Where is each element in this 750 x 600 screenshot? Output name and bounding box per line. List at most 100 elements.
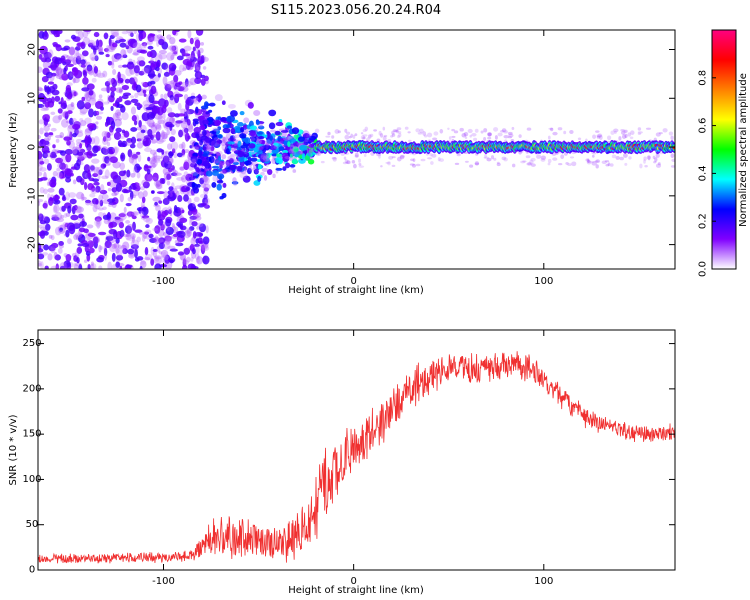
spectrogram-cell — [331, 135, 335, 139]
spectrogram-cell — [128, 58, 133, 63]
spectrogram-cell — [397, 130, 402, 134]
spectrogram-cell — [129, 143, 136, 149]
spectrogram-cell — [202, 236, 210, 245]
spectrogram-cell — [106, 131, 111, 139]
spectrogram-cell — [192, 212, 201, 219]
spectrogram-cell — [59, 227, 63, 232]
spectrogram-cell — [166, 34, 172, 40]
spectrogram-cell — [125, 233, 132, 240]
x-tick-label: 100 — [534, 576, 553, 587]
spectrogram-cell — [74, 232, 83, 238]
spectrogram-cell — [219, 164, 223, 169]
spectrogram-cell — [94, 188, 99, 193]
spectrogram-cell — [415, 128, 421, 133]
spectrogram-cell — [162, 255, 169, 261]
spectrogram-cell — [211, 165, 220, 169]
spectrogram-cell — [145, 106, 153, 111]
spectrogram-cell — [74, 46, 81, 51]
spectrogram-cell — [126, 30, 134, 34]
spectrogram-cell — [138, 60, 146, 67]
spectrogram-cell — [200, 244, 206, 255]
spectrogram-cell — [503, 130, 508, 134]
spectrogram-cell — [47, 187, 55, 193]
spectrogram-cell — [113, 147, 118, 156]
spectrogram-cell — [106, 181, 111, 187]
spectrogram-cell — [81, 242, 90, 248]
spectrogram-cell — [263, 144, 271, 150]
spectrogram-cell — [165, 226, 174, 236]
spectrogram-cell — [557, 127, 563, 131]
spectrogram-cell — [122, 54, 128, 59]
spectrogram-cell — [149, 238, 157, 243]
spectrogram-cell — [160, 93, 164, 99]
spectrogram-cell — [157, 119, 166, 125]
spectrogram-cell — [44, 132, 49, 137]
spectrogram-cell — [98, 211, 104, 218]
spectrogram-cell — [172, 30, 177, 36]
spectrogram-cell — [190, 155, 198, 163]
spectrogram-cell — [439, 129, 444, 134]
spectrogram-cell — [164, 99, 169, 107]
spectrogram-cell — [193, 126, 202, 134]
spectrogram-cell — [469, 134, 472, 138]
spectrogram-cell — [155, 256, 160, 262]
spectrogram-cell — [182, 53, 191, 57]
spectrogram-cell — [141, 196, 146, 204]
spectrogram-cell — [163, 71, 170, 77]
spectrogram-cell — [98, 194, 104, 204]
spectrogram-cell — [162, 198, 170, 205]
spectrogram-cell — [58, 76, 67, 81]
spectrogram-cell — [548, 127, 553, 130]
spectrogram-cell — [156, 34, 163, 40]
spectrogram-cell — [133, 30, 138, 35]
spectrogram-cell — [136, 47, 143, 52]
spectrogram-cell — [121, 129, 126, 134]
spectrogram-cell — [167, 209, 172, 215]
spectrogram-cell — [334, 129, 340, 134]
spectrogram-cell — [63, 91, 69, 95]
spectrogram-cell — [320, 160, 325, 164]
spectrogram-cell — [101, 130, 108, 138]
spectrogram-cell — [253, 109, 261, 117]
spectrogram-cell — [101, 193, 109, 200]
spectrogram-cell — [171, 222, 175, 229]
spectrogram-cell — [117, 244, 122, 250]
spectrogram-cell — [42, 176, 48, 181]
spectrogram-cell — [360, 135, 366, 140]
spectrogram-cell — [77, 54, 85, 61]
spectrogram-cell — [104, 156, 110, 164]
spectrogram-cell — [152, 163, 156, 169]
spectrogram-cell — [249, 125, 257, 131]
spectrogram-cell — [620, 129, 625, 132]
spectrogram-cell — [174, 82, 181, 88]
spectrogram-cell — [109, 156, 118, 164]
spectrogram-cell — [208, 155, 215, 164]
spectrogram-cell — [113, 53, 122, 60]
spectrogram-cell — [64, 111, 69, 120]
spectrogram-cell — [190, 256, 194, 262]
spectrogram-cell — [108, 179, 116, 188]
spectrogram-cell — [141, 42, 148, 47]
spectrogram-cell — [529, 159, 534, 165]
spectrogram-cell — [397, 135, 400, 139]
spectrogram-cell — [147, 37, 155, 42]
spectrogram-cell — [131, 153, 138, 160]
spectrogram-cell — [116, 80, 121, 86]
spectrogram-cell — [212, 175, 218, 182]
spectrogram-cell — [184, 132, 190, 142]
spectrogram-cell — [103, 247, 108, 257]
spectrogram-cell — [76, 151, 84, 156]
spectrogram-cell — [156, 191, 165, 195]
spectrogram-cell — [42, 202, 48, 209]
spectrogram-cell — [607, 162, 611, 167]
spectrogram-cell — [41, 145, 50, 154]
spectrogram-cell — [194, 62, 201, 72]
spectrogram-cell — [79, 220, 87, 228]
spectrogram-cell — [613, 128, 619, 133]
spectrogram-cell — [126, 211, 135, 217]
spectrogram-cell — [115, 247, 123, 257]
spectrogram-cell — [511, 163, 516, 168]
spectrogram-cell — [90, 261, 94, 266]
y-tick-label: 150 — [22, 429, 41, 440]
spectrogram-cell — [407, 131, 411, 134]
